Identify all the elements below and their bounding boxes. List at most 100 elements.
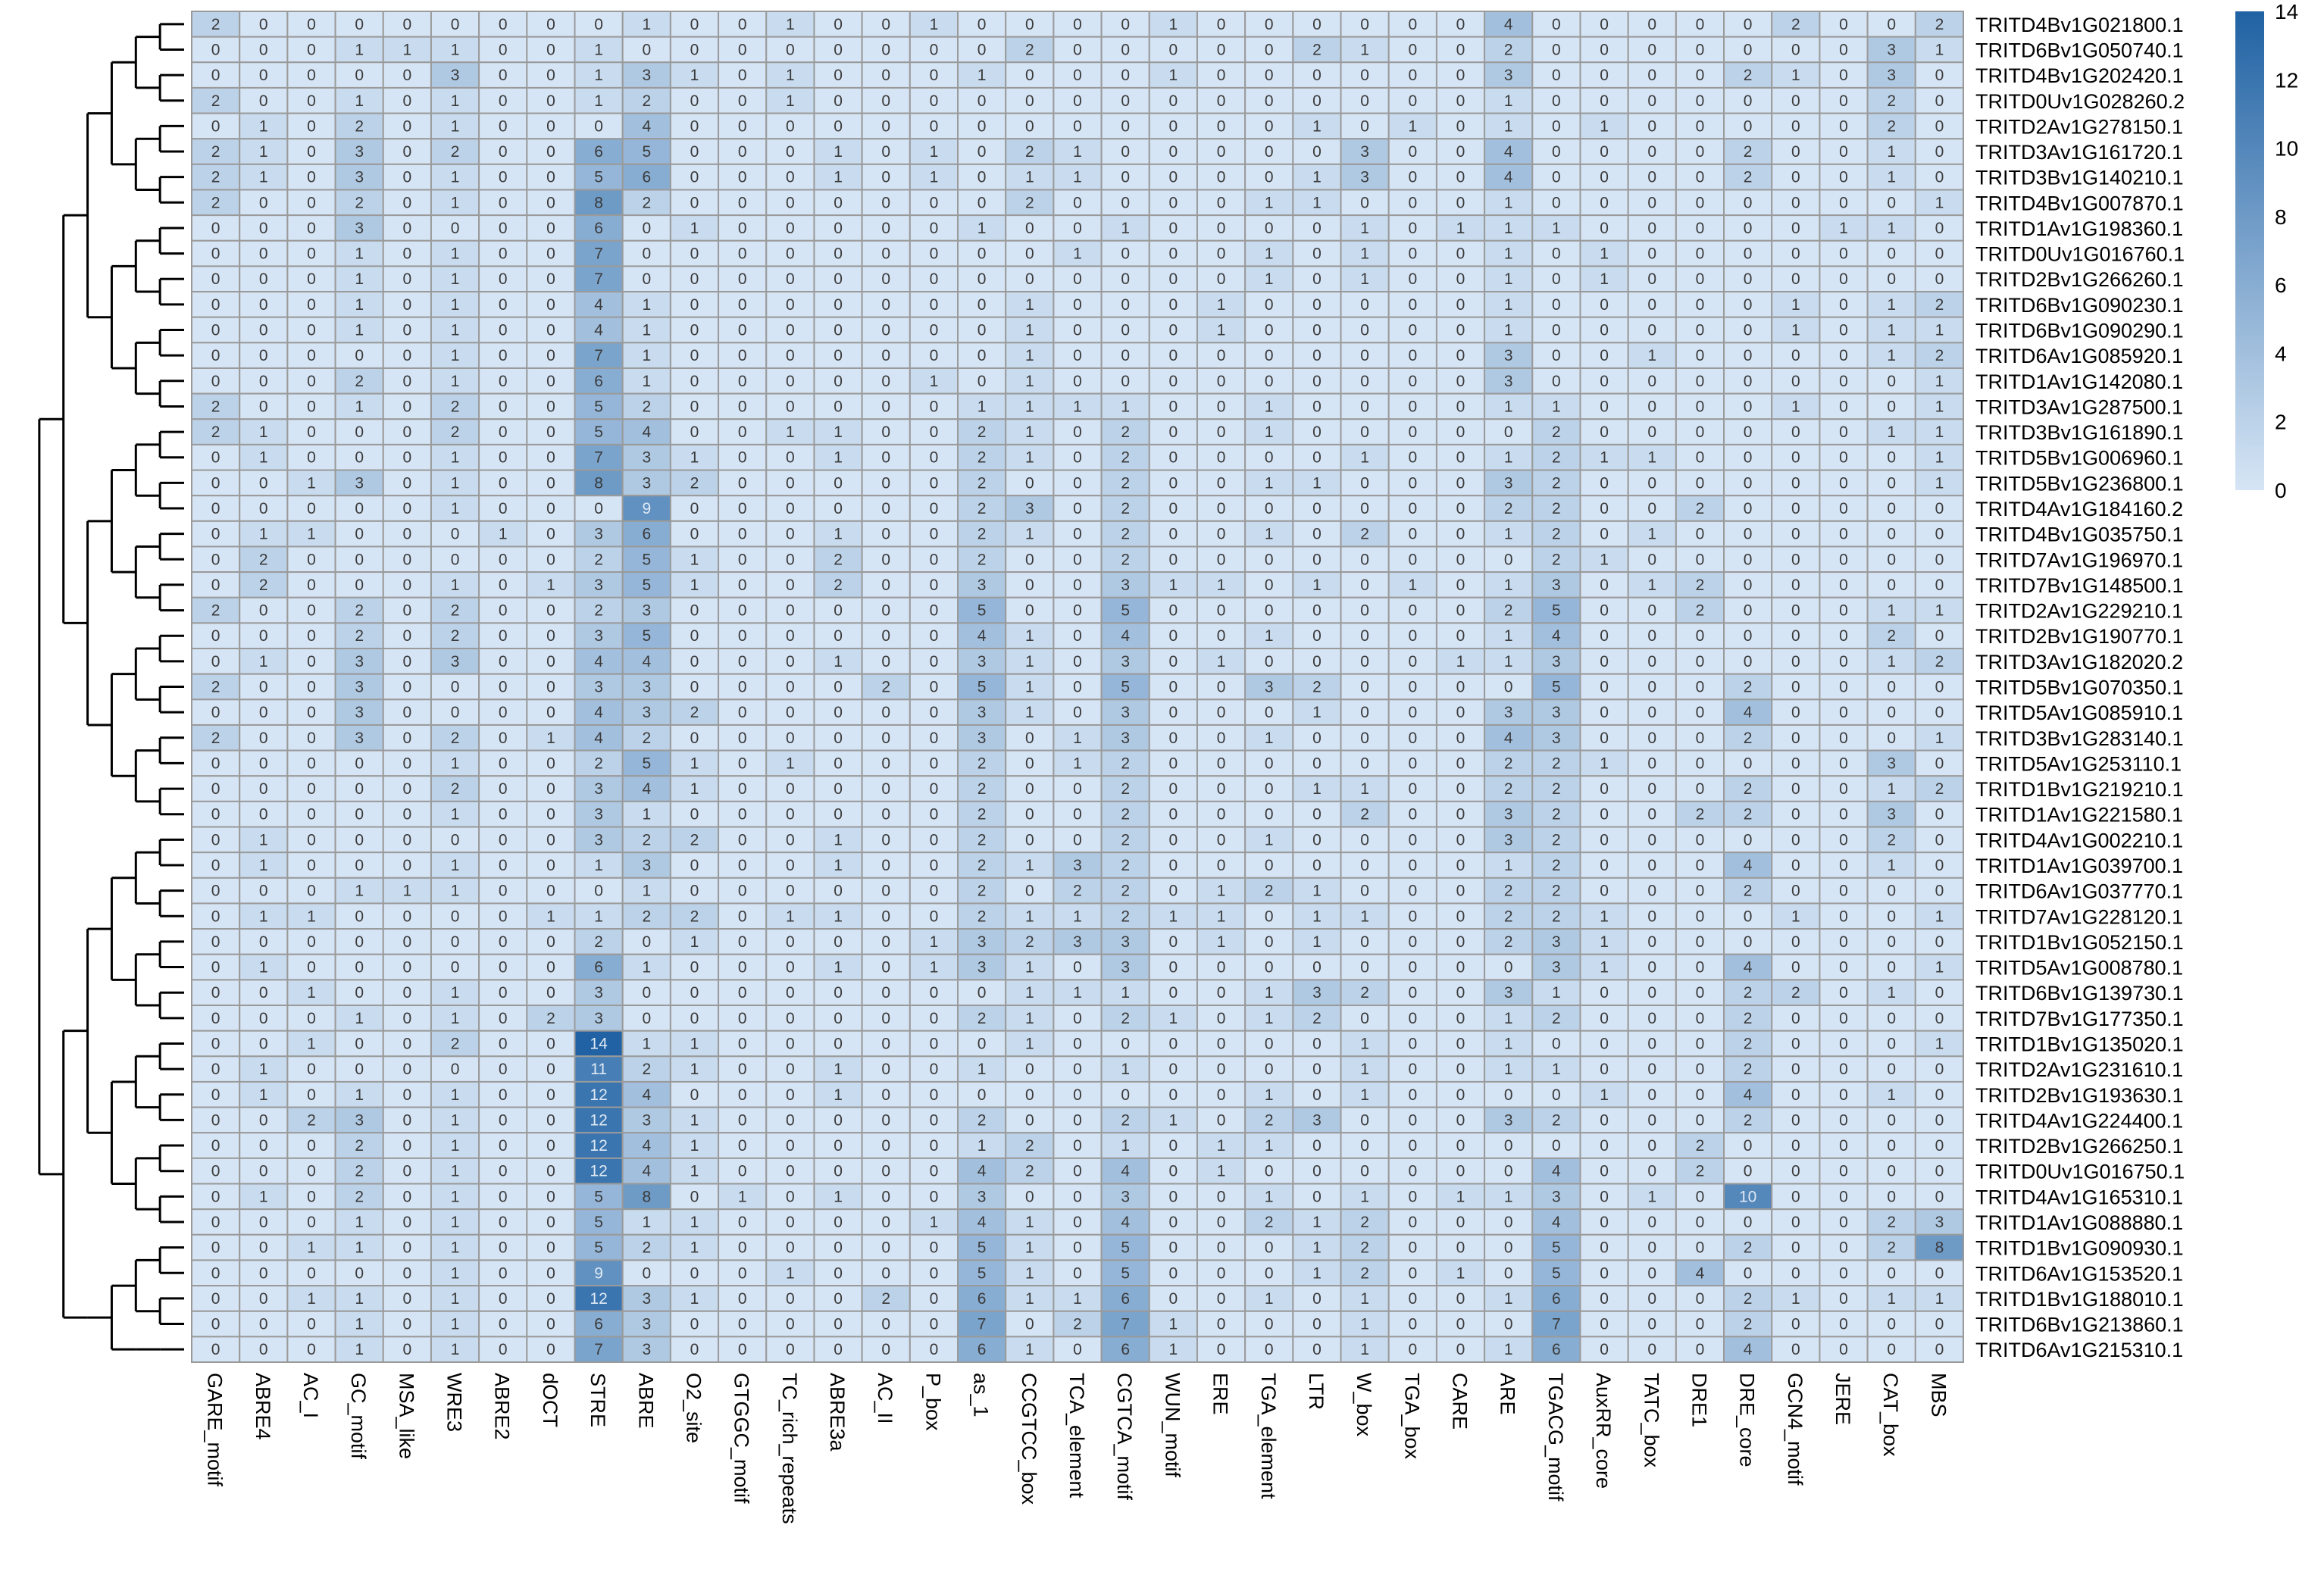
cell-value-label: 4 <box>977 1163 987 1180</box>
cell-value-label: 2 <box>1121 831 1130 849</box>
heatmap-cell <box>1387 367 1437 395</box>
cell-value-label: 0 <box>1791 1111 1800 1129</box>
cell-value-label: 3 <box>977 959 987 977</box>
column-label: ARE <box>1497 1373 1519 1415</box>
cell-value-label: 0 <box>1073 1214 1082 1231</box>
cell-value-label: 0 <box>1073 41 1082 58</box>
heatmap-cell <box>1484 138 1534 165</box>
cell-value-label: 0 <box>1696 857 1705 874</box>
column-label: GC_motif <box>347 1373 370 1460</box>
heatmap-cell <box>1627 265 1677 293</box>
cell-value-label: 1 <box>355 1341 364 1358</box>
cell-value-label: 1 <box>1600 908 1609 925</box>
cell-value-label: 4 <box>642 653 651 670</box>
cell-value-label: 2 <box>1552 908 1561 925</box>
cell-value-label: 0 <box>1312 1061 1322 1078</box>
cell-value-label: 0 <box>499 1188 508 1205</box>
heatmap-cell <box>1484 112 1534 140</box>
cell-value-label: 0 <box>403 959 412 977</box>
cell-value-label: 0 <box>1408 373 1417 390</box>
heatmap-cell <box>669 61 720 89</box>
cell-value-label: 0 <box>1744 449 1753 467</box>
heatmap-cell <box>191 112 241 140</box>
cell-value-label: 0 <box>1839 831 1848 849</box>
cell-value-label: 0 <box>1791 92 1800 110</box>
cell-value-label: 0 <box>738 1035 747 1052</box>
cell-value-label: 0 <box>1456 423 1465 441</box>
cell-value-label: 4 <box>642 1163 651 1180</box>
cell-value-label: 0 <box>690 1316 699 1333</box>
cell-value-label: 0 <box>930 1086 939 1104</box>
cell-value-label: 0 <box>355 1035 364 1052</box>
cell-value-label: 0 <box>211 1035 221 1052</box>
cell-value-label: 0 <box>881 1163 890 1180</box>
cell-value-label: 0 <box>1408 959 1417 977</box>
cell-value-label: 0 <box>1791 755 1800 772</box>
cell-value-label: 1 <box>1935 1035 1944 1052</box>
row-label: TRITD3Bv1G140210.1 <box>1975 167 2184 189</box>
cell-value-label: 0 <box>546 1341 555 1358</box>
cell-value-label: 2 <box>1121 857 1130 874</box>
heatmap-cell <box>1435 418 1486 445</box>
cell-value-label: 1 <box>1647 449 1656 467</box>
cell-value-label: 1 <box>1791 398 1800 415</box>
heatmap-cell <box>1148 214 1198 242</box>
cell-value-label: 0 <box>1408 500 1417 517</box>
heatmap-cell <box>1292 316 1342 344</box>
cell-value-label: 1 <box>1073 755 1082 772</box>
cell-value-label: 0 <box>546 41 555 58</box>
cell-value-label: 0 <box>1073 1163 1082 1180</box>
heatmap-cell <box>813 189 863 217</box>
cell-value-label: 0 <box>786 831 795 849</box>
cell-value-label: 0 <box>1600 526 1609 543</box>
cell-value-label: 1 <box>1791 296 1800 314</box>
cell-value-label: 0 <box>1121 1035 1130 1052</box>
heatmap-cell <box>574 189 624 217</box>
cell-value-label: 0 <box>1744 526 1753 543</box>
cell-value-label: 1 <box>1073 908 1082 925</box>
cell-value-label: 0 <box>499 1010 508 1027</box>
row-label: TRITD4Bv1G202420.1 <box>1975 64 2184 87</box>
heatmap-cell <box>1723 214 1773 242</box>
row-dendrogram <box>38 23 184 1351</box>
cell-value-label: 2 <box>977 500 987 517</box>
cell-value-label: 2 <box>1744 883 1753 900</box>
cell-value-label: 2 <box>1552 780 1561 798</box>
cell-value-label: 0 <box>738 1316 747 1333</box>
cell-value-label: 2 <box>1025 1137 1034 1155</box>
cell-value-label: 0 <box>1647 1239 1656 1257</box>
cell-value-label: 0 <box>881 1086 890 1104</box>
cell-value-label: 1 <box>355 1290 364 1308</box>
cell-value-label: 0 <box>546 117 555 135</box>
cell-value-label: 0 <box>1839 959 1848 977</box>
cell-value-label: 2 <box>1552 755 1561 772</box>
cell-value-label: 0 <box>403 143 412 161</box>
cell-value-label: 0 <box>1935 67 1944 84</box>
cell-value-label: 2 <box>355 194 364 211</box>
cell-value-label: 0 <box>1121 347 1130 364</box>
cell-value-label: 0 <box>1647 220 1656 237</box>
heatmap-cell <box>1866 36 1916 64</box>
cell-value-label: 0 <box>930 1111 939 1129</box>
cell-value-label: 0 <box>930 67 939 84</box>
cell-value-label: 1 <box>451 41 460 58</box>
cell-value-label: 0 <box>259 194 268 211</box>
cell-value-label: 0 <box>259 322 268 339</box>
row-label: TRITD4Bv1G021800.1 <box>1975 14 2184 36</box>
cell-value-label: 0 <box>499 883 508 900</box>
cell-value-label: 4 <box>594 730 603 747</box>
cell-value-label: 0 <box>1025 551 1034 568</box>
heatmap-cell <box>191 495 241 522</box>
cell-value-label: 1 <box>355 322 364 339</box>
cell-value-label: 0 <box>1121 1086 1130 1104</box>
heatmap-cell <box>718 265 768 293</box>
cell-value-label: 0 <box>546 933 555 951</box>
cell-value-label: 0 <box>1456 857 1465 874</box>
heatmap-cell <box>669 418 720 445</box>
cell-value-label: 2 <box>1121 526 1130 543</box>
cell-value-label: 1 <box>451 500 460 517</box>
cell-value-label: 0 <box>307 602 316 620</box>
cell-value-label: 1 <box>786 67 795 84</box>
cell-value-label: 0 <box>1552 16 1561 33</box>
